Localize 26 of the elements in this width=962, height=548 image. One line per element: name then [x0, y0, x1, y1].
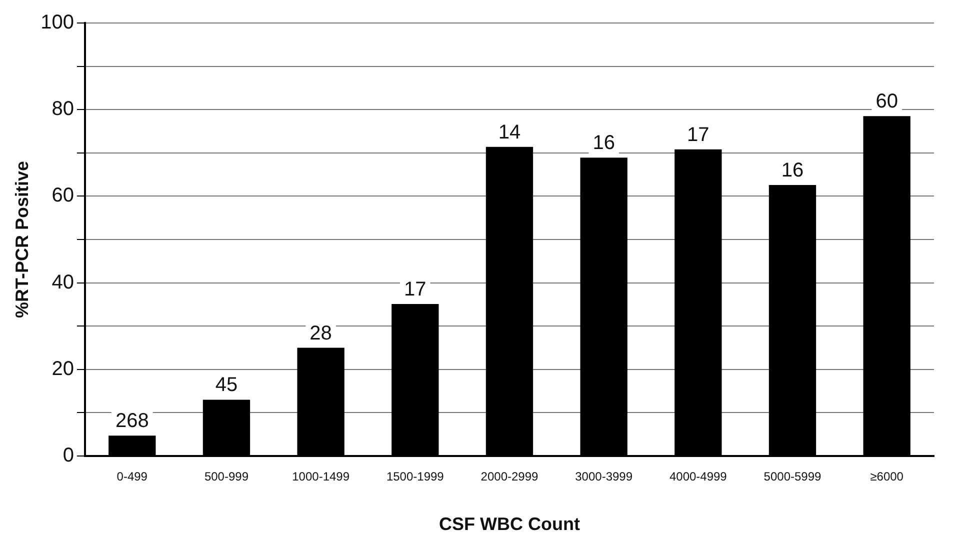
x-tick-label: 2000-2999 [480, 470, 538, 484]
annotation: 16 [592, 132, 615, 154]
annotation: 16 [781, 159, 804, 182]
x-tick-label: 0-499 [116, 470, 148, 484]
annotation: 28 [310, 322, 332, 344]
y-tick-label: 100 [40, 12, 74, 34]
x-tick-label: 500-999 [204, 470, 249, 484]
x-tick-label: 5000-5999 [764, 470, 822, 484]
annotation: 268 [115, 410, 149, 432]
annotation: 14 [498, 121, 521, 144]
x-tick-label: 1500-1999 [386, 470, 444, 484]
annotation: 60 [876, 90, 898, 113]
y-axis-title: %RT-PCR Positive [12, 160, 32, 318]
x-tick-label: 3000-3999 [575, 470, 633, 484]
x-tick-label: 1000-1499 [292, 470, 350, 484]
x-tick-label: 4000-4999 [669, 470, 728, 484]
annotation: 17 [687, 124, 710, 146]
annotation: 17 [404, 278, 426, 301]
x-tick-label: ≥6000 [870, 470, 904, 484]
y-tick-label: 40 [52, 271, 74, 294]
annotation: 45 [215, 374, 238, 396]
y-tick-label: 20 [52, 358, 74, 380]
x-axis-title: CSF WBC Count [439, 514, 580, 534]
y-tick-label: 80 [52, 98, 74, 120]
y-tick-label: 0 [62, 444, 74, 467]
y-tick-label: 60 [52, 184, 74, 207]
